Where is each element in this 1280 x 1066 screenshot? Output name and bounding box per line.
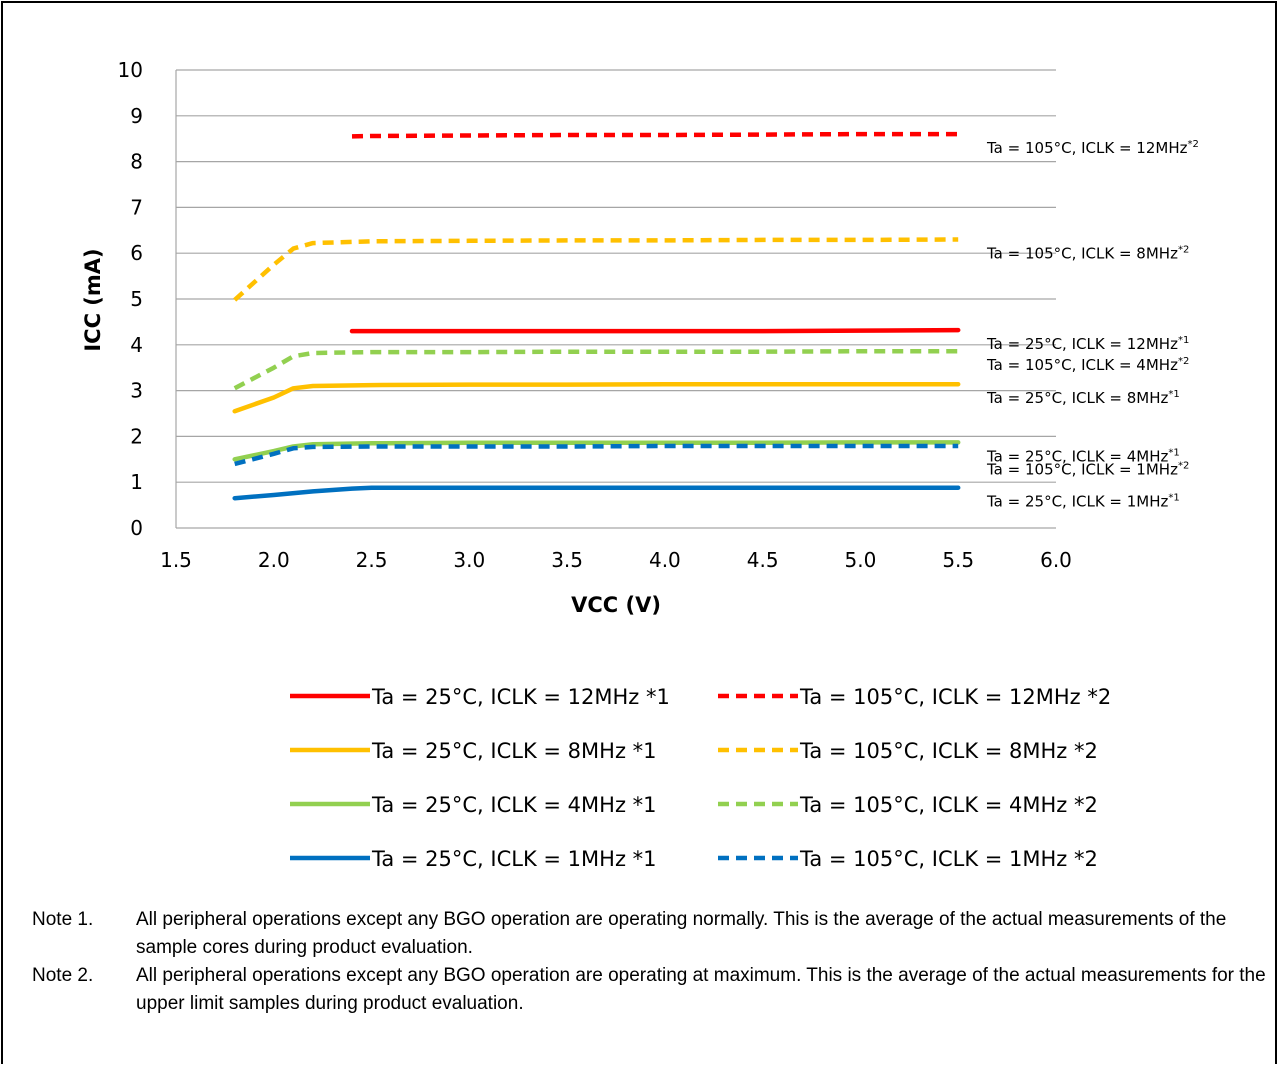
note-1-text: All peripheral operations except any BGO…: [136, 909, 1227, 958]
series-annotation: Ta = 105°C, ICLK = 1MHz*2: [986, 460, 1189, 478]
y-tick-label: 5: [130, 287, 143, 311]
x-tick-label: 5.0: [845, 548, 877, 572]
series-line: [232, 485, 961, 501]
y-tick-label: 0: [130, 516, 143, 540]
series-line: [234, 443, 959, 467]
legend-label: Ta = 25°C, ICLK = 8MHz *1: [371, 739, 657, 763]
y-tick-labels: 0 1 2 3 4 5 6 7 8 9 10: [118, 58, 143, 540]
y-axis-title: ICC (mA): [81, 248, 105, 351]
x-tick-label: 4.5: [747, 548, 779, 572]
x-tick-label: 3.5: [551, 548, 583, 572]
y-tick-label: 4: [130, 333, 143, 357]
legend-label: Ta = 105°C, ICLK = 4MHz *2: [799, 793, 1098, 817]
x-tick-label: 2.0: [258, 548, 290, 572]
y-tick-label: 6: [130, 241, 143, 265]
y-tick-label: 8: [130, 150, 143, 174]
legend-label: Ta = 25°C, ICLK = 1MHz *1: [371, 847, 657, 871]
x-tick-label: 1.5: [160, 548, 192, 572]
legend-label: Ta = 105°C, ICLK = 8MHz *2: [799, 739, 1098, 763]
series-line: [232, 381, 961, 414]
series-line: [233, 237, 959, 302]
series-annotations: Ta = 105°C, ICLK = 12MHz*2 Ta = 105°C, IC…: [986, 139, 1199, 511]
note-2-text: All peripheral operations except any BGO…: [136, 965, 1266, 1014]
series-line: [351, 131, 959, 139]
note-1: Note 1. All peripheral operations except…: [32, 906, 1272, 962]
series-annotation: Ta = 25°C, ICLK = 8MHz*1: [986, 389, 1180, 407]
series-line: [233, 348, 959, 391]
series-annotation: Ta = 25°C, ICLK = 12MHz*1: [986, 335, 1189, 353]
note-2-label: Note 2.: [32, 965, 94, 986]
y-tick-label: 9: [130, 104, 143, 128]
y-tick-label: 7: [130, 195, 143, 219]
y-tick-label: 2: [130, 424, 143, 448]
icc-vcc-chart: 0 1 2 3 4 5 6 7 8 9 10 1.5 2.0 2.5 3.0 3.5 4.0 4.5 5.0 5.5…: [81, 58, 1199, 871]
series-annotation: Ta = 105°C, ICLK = 4MHz*2: [986, 356, 1189, 374]
legend-label: Ta = 25°C, ICLK = 12MHz *1: [371, 685, 670, 709]
x-axis-title: VCC (V): [571, 593, 661, 617]
legend: Ta = 25°C, ICLK = 12MHz *1 Ta = 105°C, IC…: [290, 685, 1111, 871]
y-tick-label: 3: [130, 379, 143, 403]
y-tick-label: 10: [118, 58, 143, 82]
x-tick-label: 4.0: [649, 548, 681, 572]
note-1-label: Note 1.: [32, 909, 94, 930]
x-tick-label: 6.0: [1040, 548, 1072, 572]
x-tick-label: 3.0: [453, 548, 485, 572]
legend-label: Ta = 105°C, ICLK = 1MHz *2: [799, 847, 1098, 871]
series-lines: [232, 131, 961, 501]
x-tick-labels: 1.5 2.0 2.5 3.0 3.5 4.0 4.5 5.0 5.5 6.0: [160, 548, 1072, 572]
notes: Note 1. All peripheral operations except…: [32, 906, 1272, 1018]
series-annotation: Ta = 25°C, ICLK = 4MHz*1: [986, 447, 1180, 465]
legend-label: Ta = 105°C, ICLK = 12MHz *2: [799, 685, 1111, 709]
series-line: [349, 327, 961, 334]
gridlines: [175, 69, 1056, 529]
y-tick-label: 1: [130, 470, 143, 494]
legend-label: Ta = 25°C, ICLK = 4MHz *1: [371, 793, 657, 817]
x-tick-label: 5.5: [942, 548, 974, 572]
series-annotation: Ta = 105°C, ICLK = 12MHz*2: [986, 139, 1199, 157]
x-tick-label: 2.5: [356, 548, 388, 572]
series-annotation: Ta = 25°C, ICLK = 1MHz*1: [986, 493, 1180, 511]
series-annotation: Ta = 105°C, ICLK = 8MHz*2: [986, 245, 1189, 263]
note-2: Note 2. All peripheral operations except…: [32, 962, 1272, 1018]
